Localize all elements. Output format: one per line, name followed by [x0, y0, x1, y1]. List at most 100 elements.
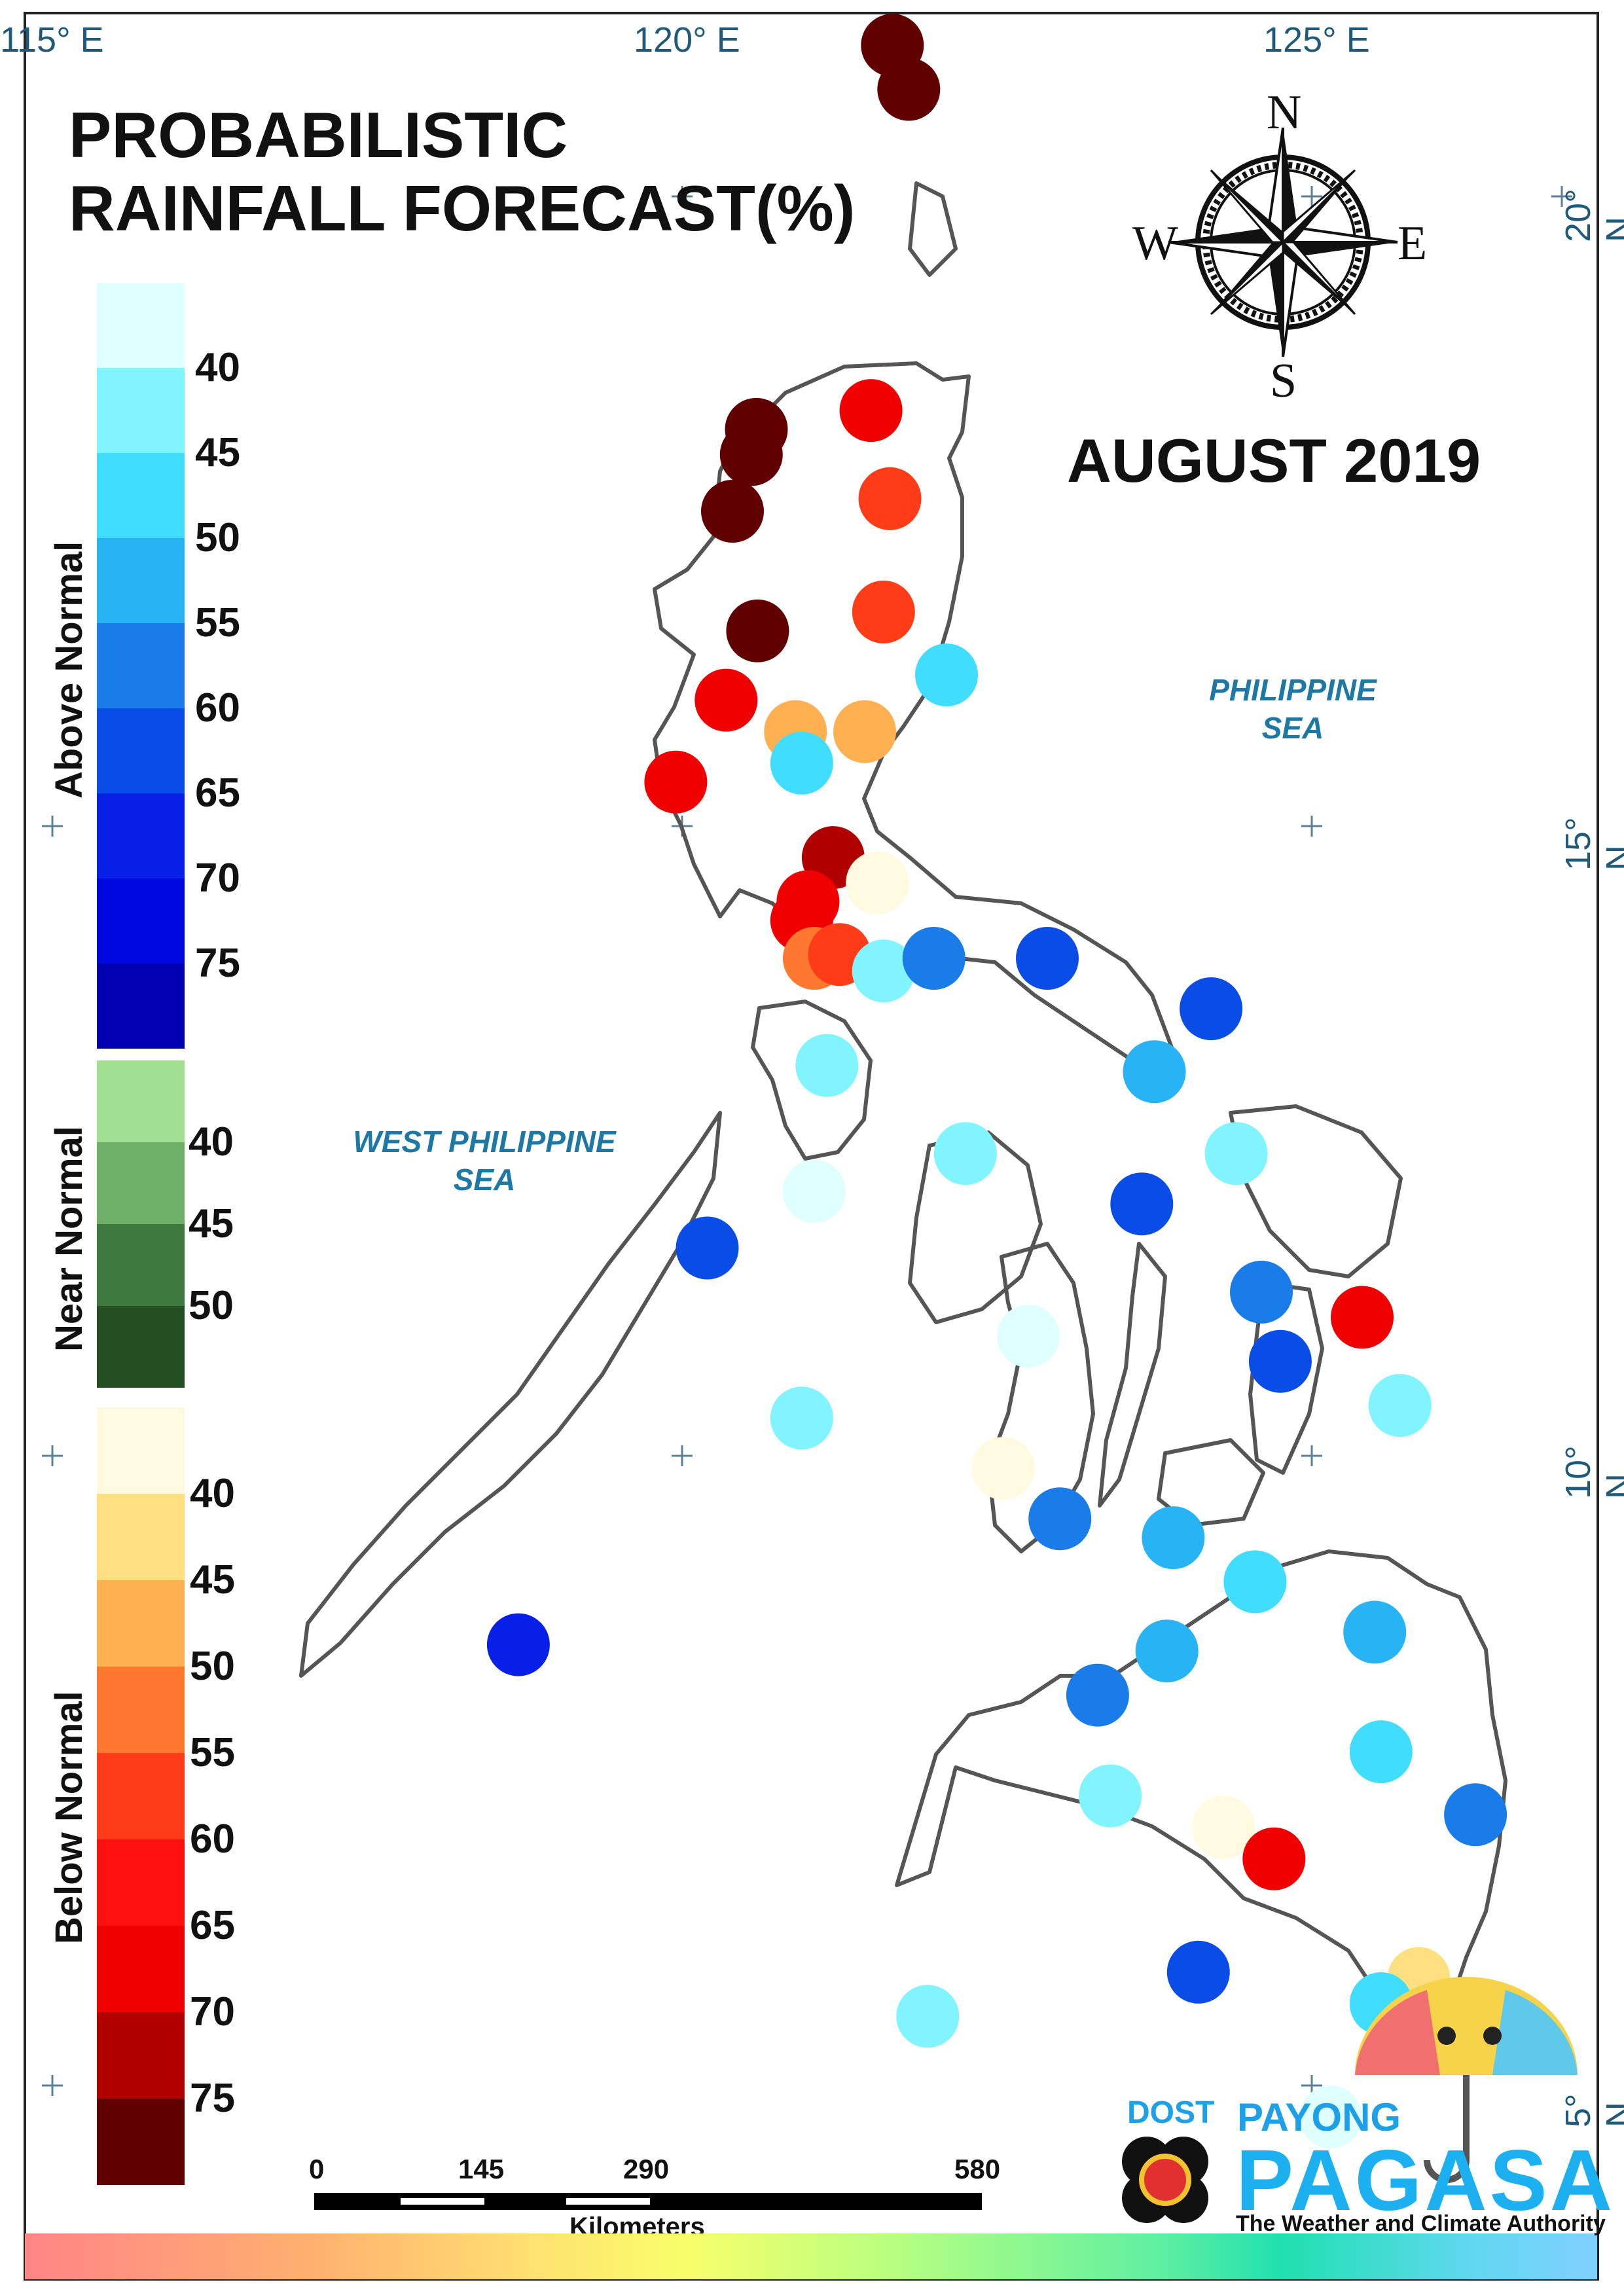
station-marker	[701, 480, 764, 543]
legend-value: 50	[189, 1283, 234, 1328]
station-marker	[770, 731, 833, 795]
station-marker	[852, 939, 915, 1003]
legend-swatch	[97, 1306, 185, 1388]
legend-above-normal: 40 45 50 55 60 65 70 75	[97, 283, 240, 1049]
station-marker	[1444, 1783, 1507, 1847]
station-marker	[1079, 1764, 1142, 1828]
title-line-2: RAINFALL FORECAST(%)	[69, 172, 856, 244]
mindanao-outline	[895, 1549, 1507, 2031]
station-marker	[1123, 1040, 1186, 1104]
legend-value: 45	[190, 1557, 235, 1602]
legend-swatch	[97, 368, 185, 453]
legend-swatch	[97, 1494, 185, 1580]
station-marker	[1135, 1619, 1199, 1683]
legend-swatch	[97, 1407, 185, 1494]
legend-swatch	[97, 2012, 185, 2099]
legend-value: 40	[190, 1471, 235, 1516]
station-marker	[1016, 927, 1079, 990]
station-marker	[915, 643, 978, 707]
legend-swatch	[97, 1753, 185, 1839]
logo-pagasa: PAGASA	[1236, 2132, 1615, 2228]
legend-swatch	[97, 2099, 185, 2185]
legend-value: 60	[195, 685, 240, 731]
legend-near-normal-label: Near Normal	[48, 1126, 90, 1352]
station-marker	[1223, 1550, 1287, 1614]
station-marker	[852, 580, 915, 643]
palawan-outline	[299, 1111, 722, 1678]
station-marker	[896, 1985, 960, 2048]
philippine-sea-label: PHILIPPINE SEA	[1165, 671, 1420, 747]
map-title: PROBABILISTIC RAINFALL FORECAST(%)	[69, 98, 855, 245]
station-marker	[719, 423, 783, 486]
station-marker	[1028, 1487, 1092, 1551]
legend-value: 75	[190, 2076, 235, 2121]
west-philippine-sea-label: WEST PHILIPPINE SEA	[308, 1123, 661, 1199]
longitude-label-125: 125° E	[1263, 20, 1370, 60]
latitude-label-10: 10° N	[1559, 1445, 1624, 1499]
legend-below-normal-label: Below Normal	[48, 1691, 90, 1944]
legend-swatch	[97, 1224, 185, 1306]
station-marker	[1166, 1940, 1230, 2004]
station-marker	[1331, 1286, 1394, 1349]
station-marker	[1230, 1260, 1293, 1324]
compass-south-label: S	[1270, 354, 1297, 408]
legend-swatch	[97, 1580, 185, 1667]
scale-tick-145: 145	[458, 2154, 505, 2184]
graticule-crosses	[42, 186, 1572, 2096]
compass-rose	[1168, 127, 1398, 357]
legend-value: 40	[195, 345, 240, 390]
station-marker	[997, 1305, 1060, 1368]
legend-swatch	[97, 964, 185, 1049]
station-marker	[1192, 1796, 1255, 1859]
cebu-outline	[1098, 1242, 1167, 1508]
pagasa-seal	[1122, 2137, 1208, 2223]
legend-swatch	[97, 793, 185, 878]
legend-value: 50	[190, 1644, 235, 1689]
scale-bar	[314, 2193, 982, 2210]
scale-tick-290: 290	[623, 2154, 670, 2184]
legend-value: 60	[190, 1816, 235, 1862]
station-marker	[1204, 1122, 1268, 1185]
station-marker	[644, 750, 708, 814]
legend-near-normal: 40 45 50	[97, 1060, 234, 1388]
legend-swatch	[97, 1667, 185, 1753]
philippine-sea-line-2: SEA	[1261, 711, 1324, 745]
station-marker	[933, 1122, 997, 1185]
legend-swatch	[97, 538, 185, 623]
panay-outline	[908, 1130, 1043, 1324]
compass-north-label: N	[1267, 86, 1302, 139]
station-marker	[1242, 1827, 1306, 1890]
station-marker	[486, 1613, 550, 1676]
station-marker	[676, 1216, 739, 1280]
legend-value: 45	[195, 430, 240, 475]
station-marker	[902, 927, 965, 990]
legend-value: 75	[195, 941, 240, 986]
samar-outline	[1229, 1104, 1403, 1278]
legend-swatch	[97, 878, 185, 964]
compass-west-label: W	[1132, 217, 1178, 270]
title-line-1: PROBABILISTIC	[69, 99, 568, 171]
west-philippine-sea-line-2: SEA	[453, 1163, 516, 1197]
station-marker	[833, 700, 896, 763]
station-marker	[839, 379, 903, 443]
legend-value: 70	[190, 1989, 235, 2034]
forecast-period: AUGUST 2019	[1067, 426, 1481, 495]
station-marker	[795, 1034, 859, 1097]
legend-value: 50	[195, 515, 240, 560]
logo-payong: PAYONG	[1237, 2095, 1401, 2139]
luzon-outline	[653, 361, 1174, 1075]
legend-swatch	[97, 1142, 185, 1224]
longitude-label-120: 120° E	[634, 20, 740, 60]
latitude-label-15: 15° N	[1559, 817, 1624, 871]
station-marker	[1066, 1663, 1129, 1727]
scale-tick-0: 0	[309, 2154, 325, 2184]
station-marker	[783, 1160, 846, 1223]
bottom-gradient-strip	[25, 2233, 1597, 2279]
philippine-sea-line-1: PHILIPPINE	[1209, 673, 1377, 707]
legend-swatch	[97, 708, 185, 793]
legend-value: 65	[190, 1903, 235, 1948]
station-marker	[858, 467, 922, 530]
umbrella-logo	[1355, 1977, 1578, 2183]
compass-east-label: E	[1398, 217, 1428, 270]
